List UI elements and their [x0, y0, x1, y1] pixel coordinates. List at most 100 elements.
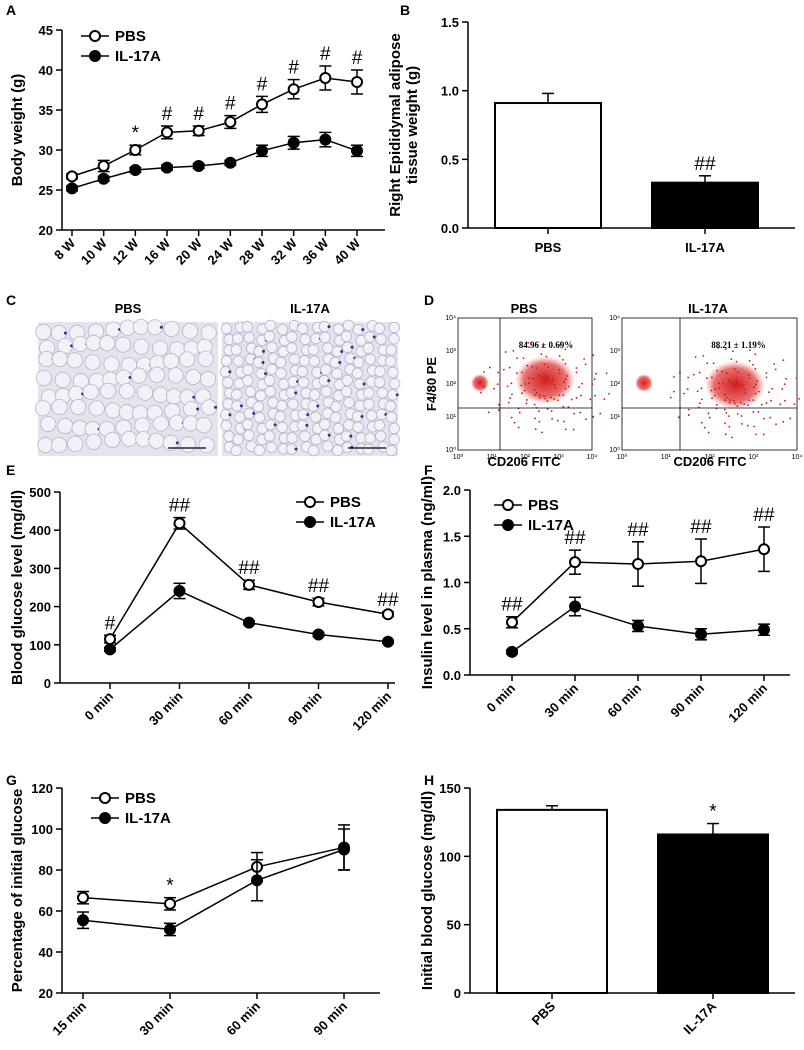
event: [744, 392, 747, 394]
panel-letter: D: [424, 292, 434, 308]
cell: [287, 398, 299, 410]
nucleus: [159, 325, 163, 329]
event: [538, 396, 541, 399]
event: [558, 372, 561, 375]
cell: [387, 366, 399, 379]
event: [516, 357, 519, 360]
event: [669, 396, 672, 399]
event: [753, 386, 755, 389]
cell: [385, 344, 397, 356]
x-tick-label: 24 W: [204, 235, 237, 268]
data-point: [161, 161, 173, 174]
cell: [37, 436, 54, 454]
cell: [70, 398, 87, 416]
annotation: *: [132, 123, 140, 144]
x-tick-label: 120 min: [349, 688, 394, 733]
event: [789, 417, 792, 420]
x-tick-label: IL-17A: [680, 998, 719, 1037]
cell: [133, 338, 150, 355]
cell: [197, 350, 214, 367]
data-point: [161, 126, 173, 139]
cell: [388, 333, 400, 345]
nucleus: [327, 379, 331, 383]
event: [512, 349, 515, 352]
nucleus: [264, 372, 268, 376]
event: [765, 376, 768, 379]
legend-marker: [304, 516, 316, 528]
data-point: [351, 144, 363, 157]
cell: [253, 411, 266, 424]
data-point: [382, 635, 394, 648]
event: [533, 403, 536, 406]
x-tick-label: 16 W: [141, 235, 174, 268]
annotation: ##: [627, 520, 649, 541]
event: [741, 386, 743, 388]
x-tick-label: 30 min: [146, 688, 186, 728]
cell: [375, 333, 387, 345]
event: [735, 378, 738, 381]
cell: [320, 364, 332, 376]
y-tick-label: 100: [29, 638, 51, 653]
cell: [34, 400, 51, 417]
event: [753, 425, 756, 428]
x-tick-label: PBS: [535, 240, 562, 255]
event: [608, 393, 610, 395]
annotation: ##: [377, 590, 399, 611]
event: [564, 348, 567, 351]
event: [775, 423, 777, 426]
cell: [220, 322, 233, 335]
event: [763, 417, 765, 420]
cell: [364, 353, 376, 366]
y-tick-label: 500: [29, 485, 51, 500]
event: [545, 355, 548, 358]
event: [564, 387, 567, 390]
y-axis-label: Blood glucose level (mg/dl): [9, 490, 26, 685]
x-tick-label: 60 min: [223, 998, 263, 1038]
event: [527, 341, 530, 344]
event: [718, 382, 720, 385]
y-tick-label: 10²: [610, 381, 621, 388]
nucleus: [349, 434, 353, 438]
event: [538, 374, 540, 377]
event: [545, 373, 548, 376]
x-axis-label: CD206 FITC: [488, 454, 562, 469]
event: [793, 403, 796, 406]
annotation: #: [193, 104, 204, 125]
nucleus: [395, 393, 399, 397]
histology-images: [34, 318, 401, 457]
y-tick-label: 10¹: [610, 414, 621, 421]
cell: [332, 422, 344, 435]
cell: [286, 432, 298, 444]
event: [565, 378, 567, 381]
event: [523, 389, 526, 392]
cell: [388, 433, 400, 446]
cell: [252, 401, 265, 413]
nucleus: [228, 370, 232, 374]
data-point: [66, 170, 78, 183]
event: [754, 367, 757, 370]
event: [546, 376, 549, 379]
x-tick-label: 10⁴: [587, 454, 598, 461]
cell: [220, 355, 233, 367]
event: [538, 394, 541, 396]
cell: [104, 431, 121, 448]
event: [516, 372, 518, 375]
cell: [351, 367, 364, 379]
cell: [373, 376, 386, 388]
event: [747, 374, 750, 376]
chart-bar: B Right Epididymal adipose tissue weight (…: [387, 2, 795, 255]
event: [497, 371, 500, 374]
event: [770, 399, 772, 402]
event: [563, 420, 566, 423]
legend-marker: [89, 50, 101, 62]
cell: [182, 322, 199, 340]
gate-percentage: 84.96 ± 0.69%: [519, 340, 573, 350]
event: [551, 378, 554, 381]
cell: [35, 323, 52, 340]
event: [748, 360, 751, 362]
event: [741, 383, 744, 386]
event: [687, 408, 690, 411]
event: [562, 406, 565, 408]
